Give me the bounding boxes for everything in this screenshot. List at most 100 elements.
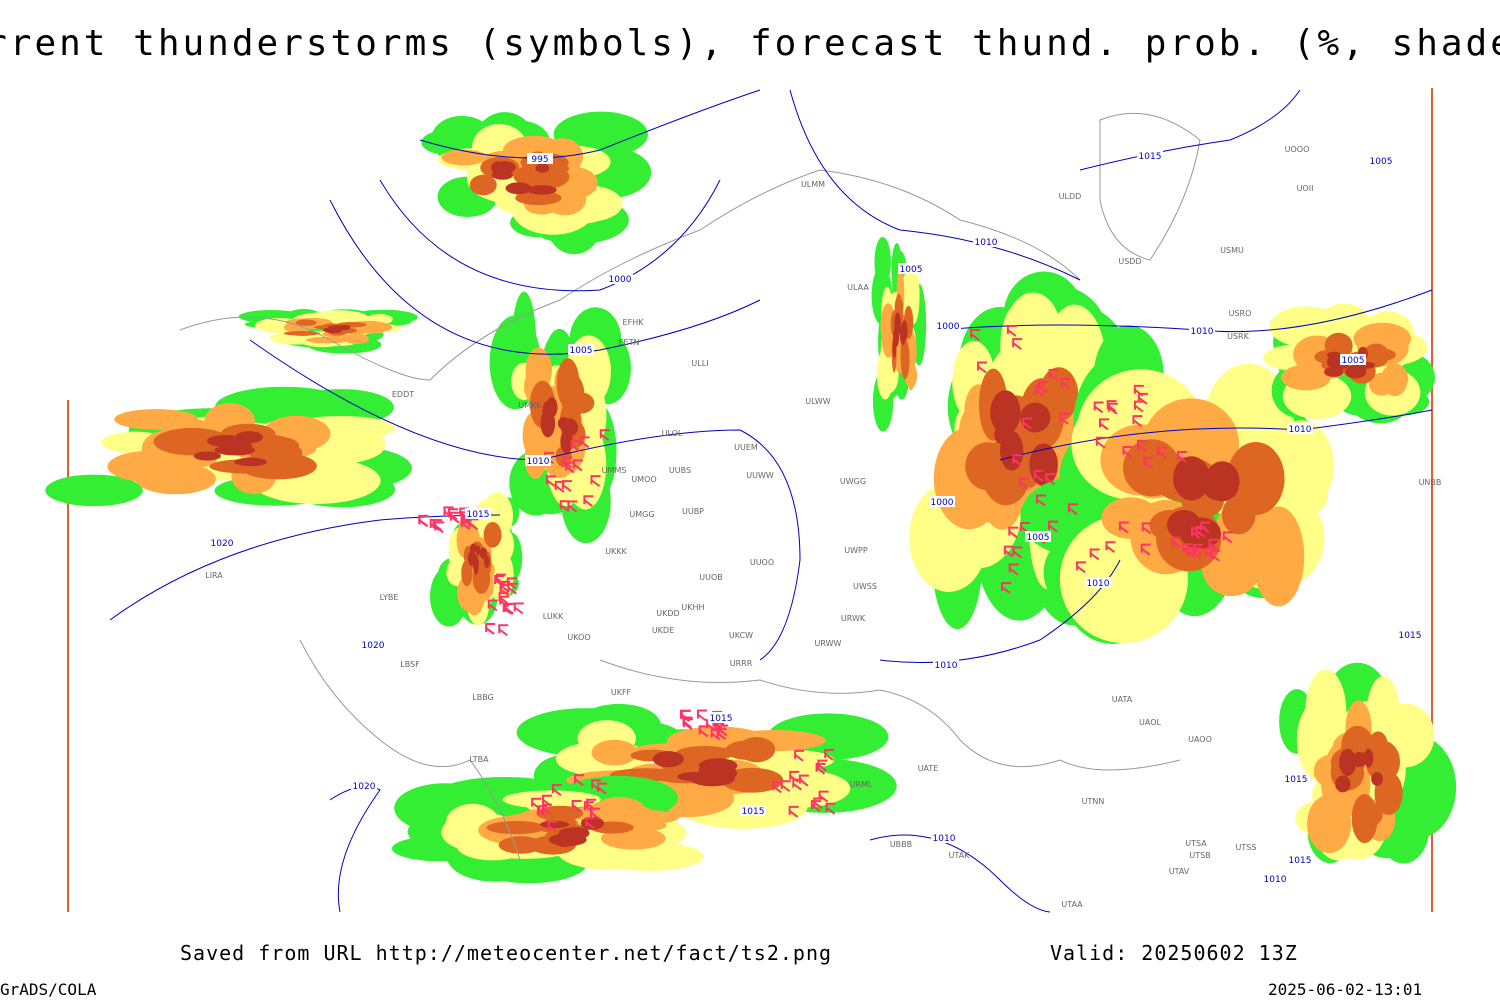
thunderstorm-symbol xyxy=(487,599,498,612)
thunderstorm-symbol xyxy=(551,784,562,796)
thunderstorm-symbol xyxy=(1076,561,1087,574)
shading-blob xyxy=(535,163,550,173)
shading-blob xyxy=(1252,506,1305,607)
shading-blob xyxy=(475,545,481,556)
isobar-label: 1010 xyxy=(975,238,998,248)
thunderstorm-symbol xyxy=(579,436,590,449)
thunderstorm-symbol xyxy=(825,802,836,815)
thunderstorm-symbol xyxy=(1186,546,1197,559)
isobar-label: 1005 xyxy=(1027,533,1050,543)
station-code: LBSF xyxy=(400,660,420,669)
thunderstorm-symbol xyxy=(1018,477,1029,490)
shading-blob xyxy=(505,182,532,195)
shading-blob xyxy=(560,429,573,454)
isobar xyxy=(419,89,761,159)
isobar xyxy=(249,339,801,661)
shading-blob xyxy=(990,390,1021,435)
shading-blob xyxy=(542,400,556,421)
shading-blob xyxy=(295,319,317,326)
station-code: UMOO xyxy=(631,475,656,484)
station-code: ULWW xyxy=(805,397,830,406)
thunderstorm-symbol xyxy=(1222,531,1233,544)
isobar-label-bg xyxy=(1368,155,1394,166)
thunderstorm-symbol xyxy=(1003,545,1014,558)
shading-blob xyxy=(899,324,907,345)
thunderstorm-symbol xyxy=(680,709,691,722)
thunderstorm-symbol xyxy=(1192,543,1203,556)
station-code: USRK xyxy=(1227,332,1249,341)
station-code: UTAA xyxy=(1061,900,1083,909)
shading-blob xyxy=(894,312,901,337)
station-code: UKHH xyxy=(681,603,704,612)
isobar-label-bg xyxy=(898,263,924,274)
station-code: UOII xyxy=(1297,184,1314,193)
isobar-label: 1015 xyxy=(1139,152,1162,162)
isobar-label: 1010 xyxy=(935,661,958,671)
shading-blob xyxy=(1352,751,1368,768)
thunderstorm-symbol xyxy=(1022,417,1033,430)
shading-blob xyxy=(593,796,646,826)
shading-blob xyxy=(153,427,232,456)
shading-blob xyxy=(235,431,263,444)
station-code: UOOO xyxy=(1285,145,1310,154)
station-code: LBBG xyxy=(472,693,494,702)
shading-blob xyxy=(441,149,487,166)
station-code: UKDE xyxy=(652,626,674,635)
station-code: UWPP xyxy=(844,546,868,555)
station-code: UNBB xyxy=(1419,478,1442,487)
station-code: UUEM xyxy=(734,443,758,452)
isobar-label-bg xyxy=(1287,423,1313,434)
isobar-label: 1005 xyxy=(900,265,923,275)
station-code: USDD xyxy=(1118,257,1141,266)
thunderstorm-symbol xyxy=(772,781,783,794)
thunderstorm-symbol xyxy=(698,725,709,738)
station-code: ULAA xyxy=(847,283,869,292)
isobar-label: 1015 xyxy=(710,714,733,724)
shading-blob xyxy=(536,805,584,822)
thunderstorm-symbol xyxy=(1037,381,1048,393)
isobar-label: 1000 xyxy=(937,322,960,332)
station-code: ULOL xyxy=(662,429,683,438)
thunderstorm-symbol xyxy=(970,328,981,341)
isobar-label: 1000 xyxy=(609,275,632,285)
shading-blob xyxy=(892,335,897,359)
station-code: UKCW xyxy=(729,631,753,640)
shading-blob xyxy=(486,821,546,835)
thunderstorm-symbol xyxy=(570,439,581,452)
thunderstorm-symbol xyxy=(583,801,594,814)
shading-blob xyxy=(1004,292,1062,379)
thunderstorm-symbol xyxy=(418,515,429,528)
thunderstorm-symbol xyxy=(1035,494,1046,507)
shading-blob xyxy=(1173,456,1211,501)
thunderstorm-symbol xyxy=(1033,469,1044,482)
thunderstorm-symbol xyxy=(1195,526,1206,538)
coastline xyxy=(1099,112,1201,261)
station-code: UKDD xyxy=(656,609,679,618)
isobar-label: 1015 xyxy=(1289,856,1312,866)
station-code: LYBE xyxy=(380,593,399,602)
isobar-label: 1020 xyxy=(353,782,376,792)
isobar-label-bg xyxy=(360,639,386,650)
thunderstorm-symbol xyxy=(1059,412,1070,425)
thunderstorm-symbol xyxy=(1012,454,1023,467)
station-code: URML xyxy=(850,780,873,789)
station-code: UMKK xyxy=(518,401,542,410)
isobar xyxy=(329,199,761,355)
isobar-label-bg xyxy=(929,496,955,507)
shading-blob xyxy=(305,336,350,344)
shading-blob xyxy=(558,827,584,838)
isobar-label: 1010 xyxy=(1087,579,1110,589)
thunderstorm-symbol xyxy=(1136,439,1147,452)
thunderstorm-symbol xyxy=(1176,450,1187,463)
thunderstorm-symbol xyxy=(682,718,693,731)
isobar-label: 1005 xyxy=(570,346,593,356)
shading-blob xyxy=(1363,343,1390,368)
thunderstorm-symbol xyxy=(817,759,828,772)
thunderstorm-symbol xyxy=(1008,563,1019,576)
thunderstorm-symbol xyxy=(794,749,805,762)
shading-blob xyxy=(1205,461,1240,502)
thunderstorm-symbol xyxy=(1060,377,1071,390)
thunderstorm-symbol xyxy=(571,800,582,812)
thunderstorm-symbol xyxy=(815,762,826,775)
